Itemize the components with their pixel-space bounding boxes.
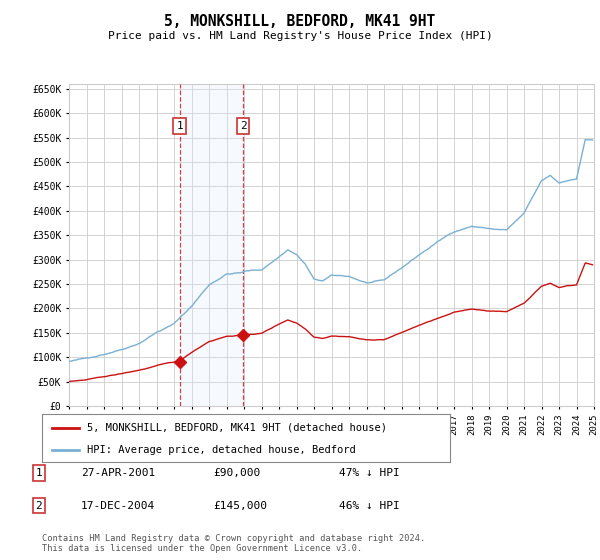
Text: 1: 1 bbox=[176, 121, 183, 131]
Text: £90,000: £90,000 bbox=[213, 468, 260, 478]
Text: 5, MONKSHILL, BEDFORD, MK41 9HT: 5, MONKSHILL, BEDFORD, MK41 9HT bbox=[164, 14, 436, 29]
Text: 1: 1 bbox=[35, 468, 43, 478]
Text: 5, MONKSHILL, BEDFORD, MK41 9HT (detached house): 5, MONKSHILL, BEDFORD, MK41 9HT (detache… bbox=[87, 423, 387, 433]
Text: Contains HM Land Registry data © Crown copyright and database right 2024.
This d: Contains HM Land Registry data © Crown c… bbox=[42, 534, 425, 553]
Text: £145,000: £145,000 bbox=[213, 501, 267, 511]
Text: Price paid vs. HM Land Registry's House Price Index (HPI): Price paid vs. HM Land Registry's House … bbox=[107, 31, 493, 41]
Text: 2: 2 bbox=[240, 121, 247, 131]
Text: HPI: Average price, detached house, Bedford: HPI: Average price, detached house, Bedf… bbox=[87, 445, 356, 455]
Text: 17-DEC-2004: 17-DEC-2004 bbox=[81, 501, 155, 511]
Text: 27-APR-2001: 27-APR-2001 bbox=[81, 468, 155, 478]
Bar bbox=[179, 84, 244, 406]
Text: 2: 2 bbox=[35, 501, 43, 511]
Text: 46% ↓ HPI: 46% ↓ HPI bbox=[339, 501, 400, 511]
Text: 47% ↓ HPI: 47% ↓ HPI bbox=[339, 468, 400, 478]
